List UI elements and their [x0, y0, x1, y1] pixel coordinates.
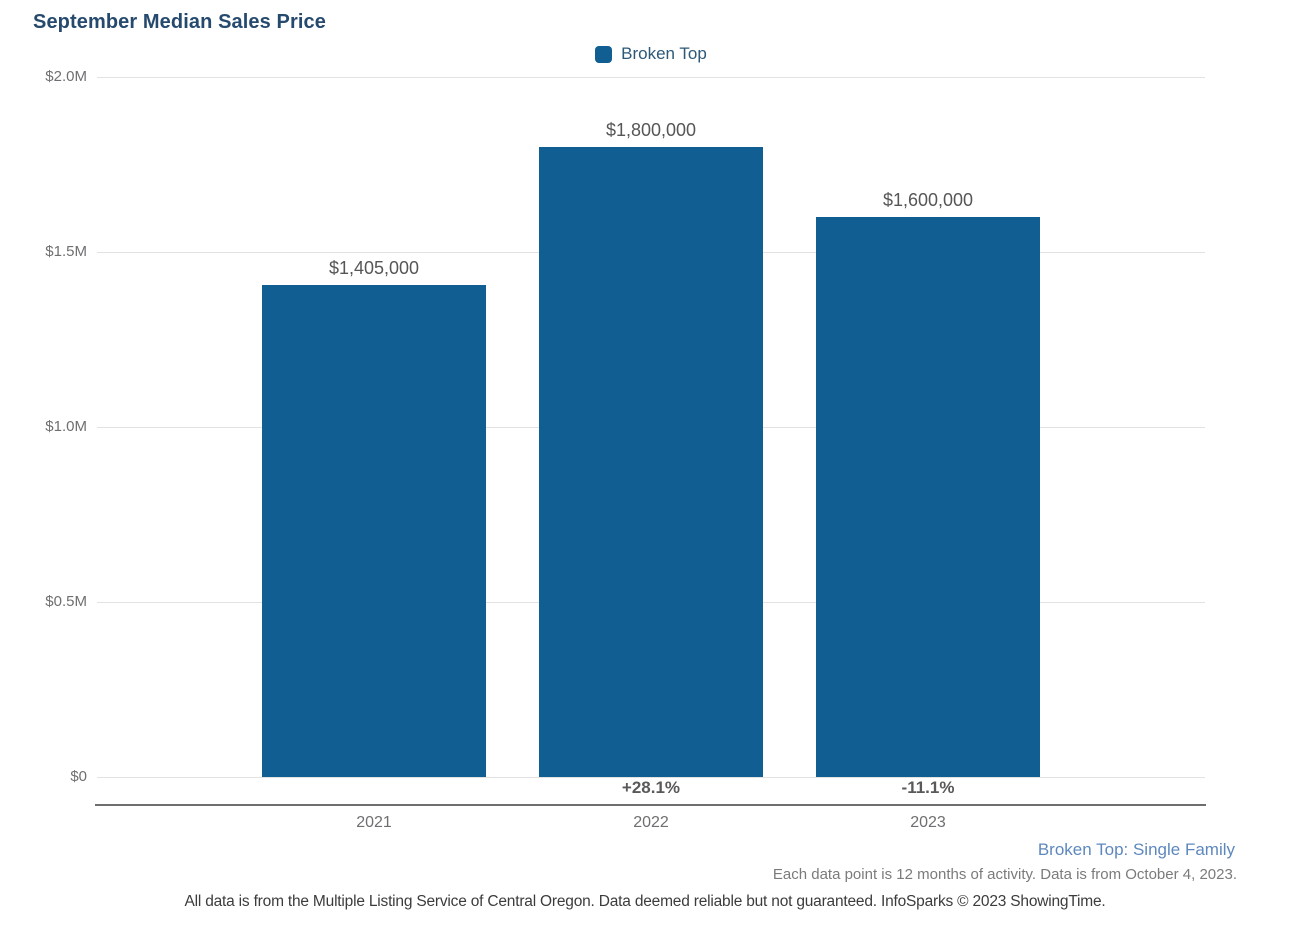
series-note: Broken Top: Single Family [1037, 840, 1235, 859]
x-axis-line [95, 804, 1206, 806]
bar-value-label: $1,800,000 [605, 120, 697, 140]
pct-change-label: +28.1% [621, 778, 681, 797]
bar-2023[interactable] [816, 217, 1040, 777]
y-axis-tick-label: $2.0M [45, 68, 87, 86]
chart-title: September Median Sales Price [33, 11, 326, 33]
bar-value-label: $1,405,000 [328, 258, 420, 279]
bar-2022[interactable] [539, 147, 763, 777]
pct-change-label: -11.1% [901, 778, 955, 797]
legend-item-broken-top[interactable]: Broken Top [595, 44, 707, 64]
bar-2021[interactable] [262, 285, 486, 777]
legend: Broken Top [97, 44, 1205, 64]
x-axis-tick-label: 2022 [633, 814, 669, 831]
y-axis-tick-label: $1.0M [45, 418, 87, 436]
x-axis-tick-label: 2023 [910, 814, 946, 831]
legend-swatch-icon [595, 45, 613, 63]
data-note: Each data point is 12 months of activity… [772, 866, 1237, 883]
plot-area: $0 $0.5M $1.0M $1.5M $2.0M $1,405,000 2021 $1,8… [45, 68, 1205, 831]
disclaimer-note: All data is from the Multiple Listing Se… [184, 893, 1106, 910]
y-axis-tick-label: $0.5M [45, 593, 87, 611]
gridline [97, 76, 1205, 78]
gridline [97, 776, 1205, 778]
y-axis-tick-label: $0 [70, 768, 87, 786]
x-axis-tick-label: 2021 [356, 814, 392, 831]
y-axis-tick-label: $1.5M [45, 243, 87, 261]
legend-item-label: Broken Top [621, 44, 707, 63]
bar-value-label: $1,600,000 [882, 190, 974, 210]
